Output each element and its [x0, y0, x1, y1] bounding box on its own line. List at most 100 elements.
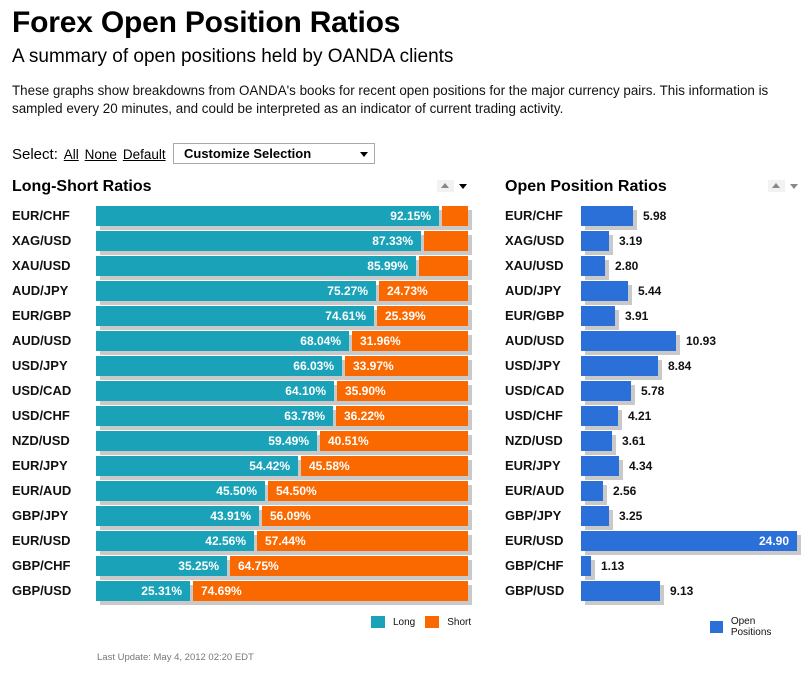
open-position-value-label: 5.78	[641, 384, 665, 398]
long-bar: 45.50%	[96, 481, 265, 501]
legend-swatch-open-positions	[710, 621, 723, 633]
long-bar: 35.25%	[96, 556, 227, 576]
open-position-bar	[581, 406, 618, 426]
open-position-value-label: 2.80	[615, 259, 639, 273]
long-bar: 43.91%	[96, 506, 259, 526]
open-position-category-label: USD/CHF	[505, 408, 563, 423]
short-bar	[424, 231, 468, 251]
sort-down-icon[interactable]	[455, 180, 472, 192]
open-position-bar	[581, 381, 631, 401]
short-bar: 33.97%	[345, 356, 468, 376]
select-default-link[interactable]: Default	[122, 147, 166, 162]
select-label: Select:	[12, 146, 58, 163]
open-position-bar	[581, 506, 609, 526]
long-short-category-label: AUD/JPY	[12, 283, 69, 298]
short-bar	[419, 256, 468, 276]
open-position-bar	[581, 581, 660, 601]
long-bar: 68.04%	[96, 331, 349, 351]
legend-swatch-long	[371, 616, 385, 628]
open-position-bar	[581, 481, 603, 501]
open-position-legend: Open Positions	[710, 616, 803, 638]
open-position-value-label: 9.13	[670, 584, 694, 598]
open-position-category-label: USD/CAD	[505, 383, 565, 398]
dropdown-label: Customize Selection	[184, 146, 312, 161]
last-update: Last Update: May 4, 2012 02:20 EDT	[97, 652, 254, 663]
open-position-category-label: XAU/USD	[505, 258, 564, 273]
long-short-chart-title: Long-Short Ratios	[12, 178, 152, 195]
open-position-bar	[581, 431, 612, 451]
short-bar: 45.58%	[301, 456, 468, 476]
open-position-category-label: GBP/CHF	[505, 558, 564, 573]
open-position-category-label: XAG/USD	[505, 233, 565, 248]
open-position-category-label: EUR/CHF	[505, 208, 563, 223]
open-position-value-label: 4.21	[628, 409, 652, 423]
open-position-bar	[581, 281, 628, 301]
select-none-link[interactable]: None	[84, 147, 117, 162]
long-bar: 59.49%	[96, 431, 317, 451]
open-position-bar	[581, 531, 797, 551]
open-position-value-label: 3.61	[622, 434, 646, 448]
open-position-value-label: 5.44	[638, 284, 662, 298]
short-bar: 57.44%	[257, 531, 468, 551]
short-bar: 64.75%	[230, 556, 468, 576]
open-position-bar	[581, 206, 633, 226]
legend-swatch-short	[425, 616, 440, 628]
long-bar: 85.99%	[96, 256, 416, 276]
open-position-category-label: AUD/USD	[505, 333, 565, 348]
long-bar: 63.78%	[96, 406, 333, 426]
long-bar: 25.31%	[96, 581, 190, 601]
sort-up-icon[interactable]	[768, 180, 785, 192]
short-bar: 24.73%	[379, 281, 468, 301]
short-bar	[442, 206, 468, 226]
open-position-value-label: 1.13	[601, 559, 625, 573]
long-bar: 42.56%	[96, 531, 254, 551]
open-position-value-label: 8.84	[668, 359, 692, 373]
long-short-category-label: NZD/USD	[12, 433, 70, 448]
open-position-value-label: 3.25	[619, 509, 643, 523]
page-title: Forex Open Position Ratios	[12, 6, 401, 39]
sort-down-icon[interactable]	[786, 180, 803, 192]
legend-item-short: Short	[425, 616, 471, 628]
sort-up-icon[interactable]	[437, 180, 454, 192]
long-short-category-label: XAG/USD	[12, 233, 72, 248]
long-short-category-label: USD/JPY	[12, 358, 68, 373]
legend-label-open-positions: Open Positions	[730, 616, 772, 638]
open-position-value-label: 3.19	[619, 234, 643, 248]
short-bar: 25.39%	[377, 306, 468, 326]
long-short-category-label: EUR/CHF	[12, 208, 70, 223]
open-position-value-label: 3.91	[625, 309, 649, 323]
long-bar: 87.33%	[96, 231, 421, 251]
open-position-bar	[581, 306, 615, 326]
chevron-down-icon	[360, 152, 368, 157]
long-bar: 75.27%	[96, 281, 376, 301]
page-subtitle: A summary of open positions held by OAND…	[12, 46, 454, 67]
long-bar: 92.15%	[96, 206, 439, 226]
open-position-category-label: NZD/USD	[505, 433, 563, 448]
open-position-category-label: GBP/JPY	[505, 508, 562, 523]
long-short-legend: Long Short	[371, 616, 481, 628]
open-position-value-label: 10.93	[686, 334, 717, 348]
select-all-link[interactable]: All	[63, 147, 79, 162]
select-row: Select: All None Default	[12, 146, 166, 163]
long-bar: 54.42%	[96, 456, 298, 476]
long-short-category-label: EUR/USD	[12, 533, 71, 548]
open-position-bar	[581, 556, 591, 576]
long-short-category-label: EUR/AUD	[12, 483, 72, 498]
open-position-category-label: EUR/JPY	[505, 458, 561, 473]
legend-item-long: Long	[371, 616, 415, 628]
long-bar: 64.10%	[96, 381, 334, 401]
open-position-category-label: GBP/USD	[505, 583, 565, 598]
short-bar: 56.09%	[262, 506, 468, 526]
open-position-value-label: 5.98	[643, 209, 667, 223]
open-position-category-label: EUR/GBP	[505, 308, 565, 323]
long-short-category-label: XAU/USD	[12, 258, 71, 273]
legend-label-short: Short	[447, 616, 472, 628]
short-bar: 36.22%	[336, 406, 468, 426]
customize-selection-dropdown[interactable]: Customize Selection	[173, 143, 375, 164]
long-short-category-label: EUR/JPY	[12, 458, 68, 473]
open-position-bar	[581, 456, 619, 476]
long-short-sort-controls	[437, 179, 473, 192]
legend-item-open-positions: Open Positions	[710, 616, 793, 638]
page-description: These graphs show breakdowns from OANDA'…	[12, 83, 769, 116]
open-position-bar	[581, 256, 605, 276]
